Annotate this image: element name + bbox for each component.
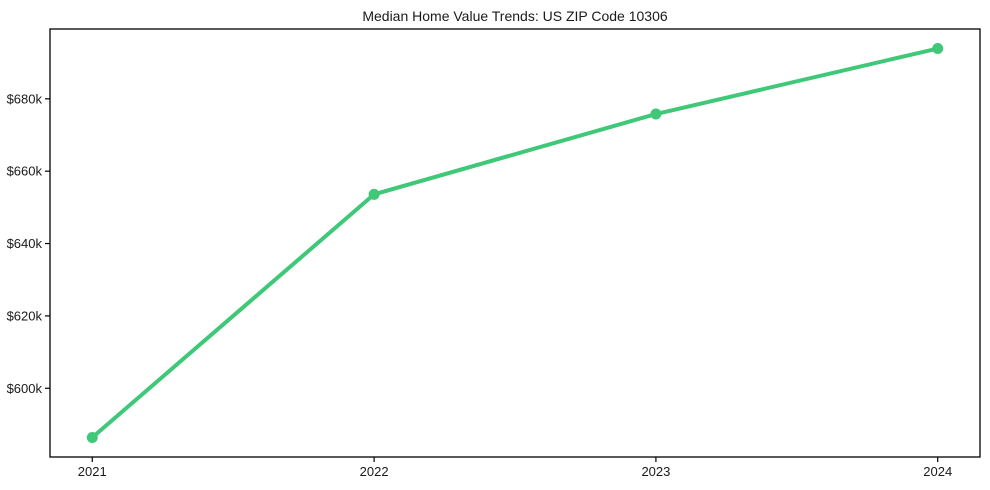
data-point-2024 <box>932 43 944 55</box>
chart-title: Median Home Value Trends: US ZIP Code 10… <box>362 8 668 24</box>
y-tick-label: $660k <box>7 164 43 179</box>
x-tick-label: 2024 <box>923 464 952 479</box>
plot-border <box>49 28 981 458</box>
y-tick-label: $600k <box>7 381 43 396</box>
data-point-2022 <box>368 188 380 200</box>
x-tick-label: 2023 <box>641 464 670 479</box>
x-tick-label: 2021 <box>78 464 107 479</box>
y-tick-label: $640k <box>7 236 43 251</box>
x-tick-label: 2022 <box>360 464 389 479</box>
data-point-2021 <box>86 431 98 443</box>
data-point-2023 <box>650 108 662 120</box>
trend-line <box>90 46 940 440</box>
plot-area: $600k $620k $640k $660k $680k 2021 2022 2023 202… <box>7 28 981 479</box>
y-tick-label: $620k <box>7 308 43 323</box>
y-tick-label: $680k <box>7 91 43 106</box>
